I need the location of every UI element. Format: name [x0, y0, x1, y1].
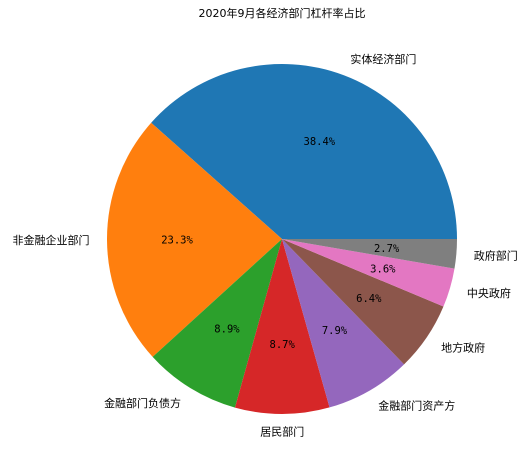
pie-slice [152, 239, 282, 408]
pie-slice [282, 239, 444, 365]
slice-category-label: 居民部门 [260, 424, 304, 438]
slice-category-label: 政府部门 [474, 248, 518, 262]
pie-slices [107, 64, 457, 414]
slice-percent-label: 38.4% [304, 136, 336, 148]
pie-slice [282, 239, 457, 269]
slice-category-label: 实体经济部门 [350, 52, 416, 66]
slice-percent-label: 7.9% [322, 325, 348, 337]
slice-percent-label: 3.6% [370, 263, 396, 275]
pie-slice [107, 122, 282, 357]
slice-category-label: 非金融企业部门 [13, 233, 90, 247]
pie-slice [282, 239, 405, 408]
chart-title: 2020年9月各经济部门杠杆率占比 [199, 6, 366, 20]
slice-category-label: 金融部门资产方 [378, 399, 455, 413]
slice-percent-label: 6.4% [356, 293, 382, 305]
pie-labels: 38.4% 实体经济部门 23.3% 非金融企业部门 8.9% 金融部门负债方 8.7% 居民… [13, 52, 518, 438]
slice-category-label: 金融部门负债方 [104, 396, 181, 410]
slice-category-label: 地方政府 [441, 340, 485, 354]
slice-percent-label: 2.7% [374, 243, 400, 255]
pie-slice [151, 64, 457, 239]
slice-percent-label: 8.9% [214, 323, 240, 335]
pie-slice [282, 239, 455, 307]
slice-category-label: 中央政府 [467, 286, 511, 300]
slice-percent-label: 8.7% [270, 339, 296, 351]
slice-percent-label: 23.3% [161, 235, 193, 247]
pie-slice [234, 239, 330, 414]
